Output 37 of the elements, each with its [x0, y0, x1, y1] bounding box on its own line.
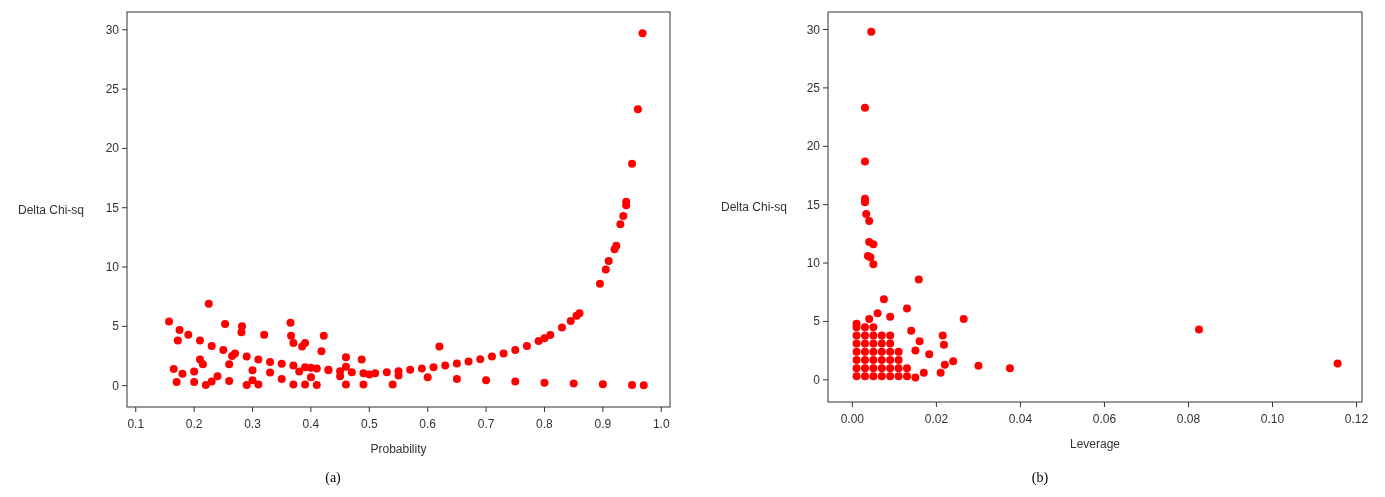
y-tick-label: 30 — [105, 22, 120, 37]
x-tick-label: 0.08 — [1176, 412, 1201, 426]
x-tick-label: 1.0 — [652, 417, 670, 431]
y-tick-label: 25 — [105, 82, 120, 97]
x-axis-title: Leverage — [1069, 437, 1121, 451]
x-tick-label: 0.7 — [477, 417, 495, 431]
y-tick-label: 20 — [806, 139, 821, 154]
x-tick-label: 0.04 — [1008, 412, 1033, 426]
x-tick-label: 0.8 — [536, 417, 554, 431]
y-tick-label: 0 — [112, 378, 120, 393]
x-tick-label: 0.2 — [185, 417, 203, 431]
y-tick-label: 30 — [806, 22, 821, 37]
x-tick-label: 0.02 — [924, 412, 949, 426]
x-axis-title: Probability — [370, 442, 427, 456]
x-tick-label: 0.10 — [1260, 412, 1285, 426]
y-tick-label: 25 — [806, 80, 821, 95]
y-tick-label: 10 — [806, 256, 821, 271]
x-tick-label: 0.6 — [419, 417, 437, 431]
x-tick-label: 0.3 — [244, 417, 262, 431]
y-axis-title: Delta Chi-sq — [17, 202, 84, 217]
x-tick-label: 0.06 — [1092, 412, 1117, 426]
text: (a) — [325, 470, 342, 486]
x-tick-label: 0.12 — [1344, 412, 1369, 426]
y-tick-label: 10 — [105, 260, 120, 275]
text: (b) — [1031, 470, 1049, 486]
y-tick-label: 5 — [112, 319, 120, 334]
x-tick-label: 0.9 — [594, 417, 612, 431]
x-tick-label: 0.5 — [360, 417, 378, 431]
x-tick-label: 0.4 — [302, 417, 320, 431]
y-tick-label: 20 — [105, 141, 120, 156]
y-tick-label: 15 — [105, 200, 120, 215]
y-tick-label: 15 — [806, 197, 821, 212]
y-tick-label: 0 — [813, 372, 821, 387]
x-tick-label: 0.00 — [840, 412, 865, 426]
y-axis-title: Delta Chi-sq — [720, 200, 787, 214]
x-tick-label: 0.1 — [127, 417, 145, 431]
y-tick-label: 5 — [813, 314, 821, 329]
